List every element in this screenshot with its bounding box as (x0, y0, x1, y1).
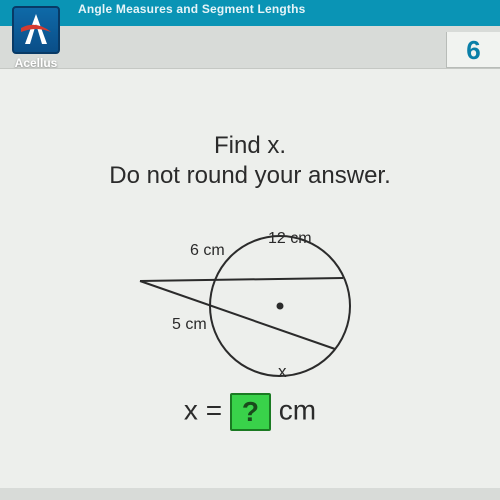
answer-prefix: x = (184, 394, 222, 425)
problem-prompt: Find x. Do not round your answer. (0, 131, 500, 191)
acellus-a-icon (16, 10, 56, 50)
secant-top (140, 278, 343, 281)
logo-tile (12, 6, 60, 54)
problem-sheet: Find x. Do not round your answer. 6 cm 1… (0, 68, 500, 488)
label-x: x (278, 362, 287, 381)
lesson-title: Angle Measures and Segment Lengths (78, 2, 306, 16)
label-12cm: 12 cm (268, 230, 312, 247)
score-tab: 6 (446, 32, 500, 68)
secant-bottom (140, 281, 335, 349)
answer-placeholder: ? (242, 396, 259, 427)
secant-diagram: 6 cm 12 cm 5 cm x (110, 201, 390, 391)
answer-input-box[interactable]: ? (230, 393, 271, 431)
answer-row: x = ? cm (0, 393, 500, 431)
label-6cm: 6 cm (190, 242, 225, 259)
prompt-line-1: Find x. (0, 131, 500, 161)
label-5cm: 5 cm (172, 316, 207, 333)
score-value: 6 (466, 35, 480, 65)
prompt-line-2: Do not round your answer. (0, 161, 500, 191)
brand-logo[interactable]: Acellus (6, 6, 66, 70)
center-dot (277, 303, 284, 310)
answer-unit: cm (279, 394, 316, 425)
lesson-topbar: Angle Measures and Segment Lengths (0, 0, 500, 26)
